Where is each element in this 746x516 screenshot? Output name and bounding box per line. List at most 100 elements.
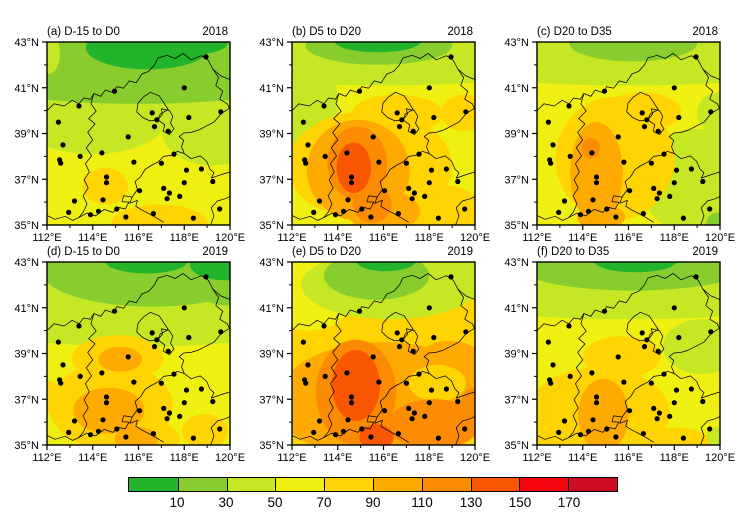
province-boundary (674, 373, 720, 399)
station-dot (448, 54, 454, 60)
y-tick-label: 39°N (504, 349, 529, 361)
station-dot (87, 212, 94, 218)
station-dot (368, 434, 374, 440)
station-dot (171, 371, 177, 377)
x-tick-label: 112°E (277, 232, 306, 244)
station-dot (316, 418, 323, 424)
station-dot (111, 308, 118, 314)
contour-blob (73, 387, 145, 434)
station-dot (708, 109, 714, 115)
station-dot (66, 209, 72, 215)
y-tick-label: 43°N (504, 37, 529, 49)
y-tick-label: 37°N (504, 174, 529, 186)
panel-d-map: 112°E 114°E 116°E 118°E 120°E 35°N 37°N 39°N 41°… (14, 246, 245, 464)
colorbar-cell (421, 478, 471, 491)
station-dot (158, 160, 164, 166)
province-boundary (178, 327, 230, 374)
contour-blob (640, 427, 709, 445)
station-dot (426, 85, 432, 91)
station-dot (428, 387, 435, 393)
panel-title: (a) D-15 to D0 (47, 26, 120, 38)
contour-blob (706, 212, 720, 225)
y-tick-label: 35°N (259, 440, 284, 452)
province-boundary (323, 195, 409, 223)
x-tick-label: 114°E (568, 452, 597, 464)
province-boundary (423, 327, 475, 374)
x-tick-label: 116°E (614, 452, 643, 464)
x-tick-label: 112°E (32, 232, 61, 244)
station-dot (589, 370, 595, 376)
station-dot (181, 305, 187, 311)
province-boundary (568, 93, 587, 218)
province-boundary (674, 153, 720, 179)
province-boundary (402, 108, 420, 135)
station-dot (399, 337, 405, 343)
station-dot (435, 215, 441, 221)
y-tick-label: 35°N (259, 220, 284, 232)
province-boundary (647, 108, 665, 135)
contour-blob (594, 262, 677, 273)
station-dot (550, 362, 556, 368)
station-dot (435, 435, 441, 441)
station-dot (548, 160, 554, 166)
station-dot (60, 142, 66, 148)
station-dot (344, 370, 350, 376)
station-dot (707, 426, 713, 432)
province-boundary (184, 153, 230, 179)
contour-blob (82, 167, 129, 205)
province-boundary (47, 273, 230, 331)
station-dot (103, 174, 110, 180)
contour-blob (352, 186, 392, 223)
station-dot (210, 178, 216, 185)
province-boundary (537, 53, 720, 111)
y-tick-label: 39°N (504, 129, 529, 141)
province-boundary (455, 196, 475, 225)
colorbar-cell (519, 478, 569, 491)
panel-c-map: 112°E 114°E 116°E 118°E 120°E 35°N 37°N 39°N 41°… (504, 26, 735, 244)
station-dot (680, 435, 686, 441)
station-dot (403, 160, 409, 166)
contour-blob (662, 319, 720, 374)
y-tick-label: 35°N (14, 220, 39, 232)
station-dot (348, 180, 355, 186)
station-dot (359, 426, 365, 432)
station-dot (639, 110, 645, 116)
station-dot (601, 88, 608, 94)
station-dot (455, 398, 461, 405)
contour-blob (47, 381, 61, 413)
station-dot (708, 329, 714, 335)
colorbar-cell (324, 478, 373, 491)
y-tick-label: 35°N (504, 220, 529, 232)
station-dot (651, 185, 657, 191)
y-tick-label: 43°N (14, 257, 39, 269)
station-dot (566, 103, 572, 109)
station-dot (394, 110, 400, 116)
contour-blob (460, 387, 475, 429)
station-dot (676, 114, 682, 121)
station-dot (300, 119, 306, 125)
station-dot (416, 371, 422, 377)
station-dot (316, 198, 323, 204)
province-boundary (184, 373, 230, 399)
province-boundary (668, 327, 720, 374)
station-dot (585, 428, 592, 434)
station-dot (656, 410, 662, 416)
contour-blob (159, 42, 228, 55)
station-dot (149, 110, 155, 116)
station-dot (58, 380, 64, 386)
station-dot (166, 410, 172, 416)
station-dot (671, 180, 677, 186)
station-dot (198, 166, 204, 172)
province-boundary (700, 416, 720, 445)
province-boundary (210, 416, 230, 445)
contour-field (537, 42, 720, 225)
station-dot (60, 362, 66, 368)
province-boundary (429, 153, 475, 179)
x-tick-label: 114°E (323, 232, 352, 244)
station-dot (166, 190, 172, 196)
province-boundary (647, 328, 665, 355)
station-dot (422, 413, 428, 419)
x-tick-label: 112°E (277, 452, 306, 464)
station-dot (654, 416, 660, 422)
station-dot (688, 386, 694, 392)
